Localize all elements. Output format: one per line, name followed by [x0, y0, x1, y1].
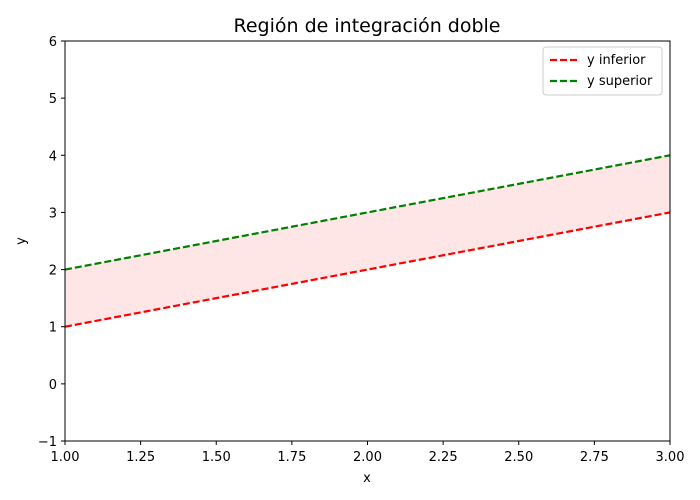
x-tick-label: 1.25 — [126, 450, 155, 465]
x-axis-label: x — [363, 471, 371, 486]
fill-region — [65, 155, 670, 327]
y-tick-label: 6 — [49, 35, 57, 50]
y-tick-label: −1 — [38, 435, 57, 450]
series-line-y-inferior — [64, 211, 671, 328]
plot-area — [64, 40, 671, 442]
legend-label-y-inferior: y inferior — [587, 53, 646, 68]
x-tick-label: 2.00 — [353, 450, 382, 465]
x-tick-label: 1.00 — [51, 450, 80, 465]
legend: y inferior y superior — [542, 46, 663, 96]
y-tick-label: 5 — [49, 92, 57, 107]
x-tick-label: 2.25 — [429, 450, 458, 465]
series-line-y-superior — [64, 154, 671, 271]
y-tick-label: 3 — [49, 206, 57, 221]
y-axis-label: y — [14, 237, 29, 245]
x-axis: 1.00 1.25 1.50 1.75 2.00 2.25 2.50 2.75 3.00 — [51, 441, 685, 465]
chart-title: Región de integración doble — [234, 15, 501, 37]
y-axis: −1 0 1 2 3 4 5 6 — [38, 35, 65, 450]
x-tick-label: 1.50 — [202, 450, 231, 465]
y-tick-label: 2 — [49, 264, 57, 279]
x-tick-label: 3.00 — [656, 450, 685, 465]
series-layer — [64, 154, 671, 328]
x-tick-label: 1.75 — [277, 450, 306, 465]
x-tick-label: 2.75 — [580, 450, 609, 465]
legend-label-y-superior: y superior — [587, 74, 653, 89]
x-tick-label: 2.50 — [504, 450, 533, 465]
y-tick-label: 4 — [49, 149, 57, 164]
y-tick-label: 0 — [49, 378, 57, 393]
y-tick-label: 1 — [49, 321, 57, 336]
